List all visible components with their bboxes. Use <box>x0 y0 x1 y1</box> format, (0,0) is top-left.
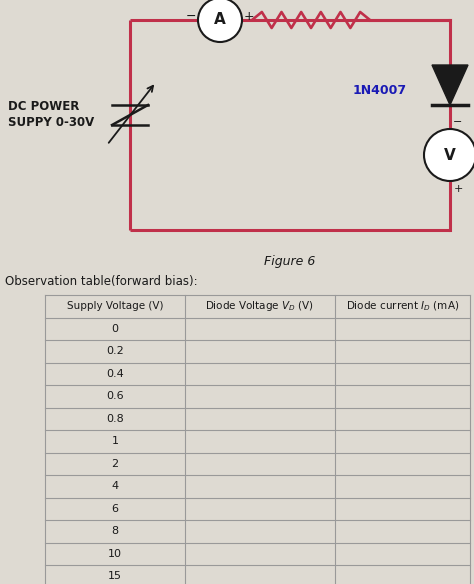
Text: 1: 1 <box>111 436 118 446</box>
Text: +: + <box>453 184 463 194</box>
Text: +: + <box>244 9 255 23</box>
Text: 8: 8 <box>111 526 118 536</box>
Text: Supply Voltage (V): Supply Voltage (V) <box>67 301 163 311</box>
Text: Observation table(forward bias):: Observation table(forward bias): <box>5 275 198 288</box>
Circle shape <box>424 129 474 181</box>
Text: A: A <box>214 12 226 27</box>
Text: 0.8: 0.8 <box>106 413 124 424</box>
Text: Diode current $I_D$ (mA): Diode current $I_D$ (mA) <box>346 300 459 313</box>
Text: −: − <box>453 117 463 127</box>
Text: DC POWER
SUPPY 0-30V: DC POWER SUPPY 0-30V <box>8 100 94 130</box>
Text: 0.6: 0.6 <box>106 391 124 401</box>
Text: 15: 15 <box>108 571 122 581</box>
Text: 4: 4 <box>111 481 118 491</box>
Text: 10: 10 <box>108 549 122 559</box>
Text: 0.4: 0.4 <box>106 369 124 379</box>
Text: 1N4007: 1N4007 <box>353 84 407 96</box>
Text: −: − <box>186 9 196 23</box>
Text: 0.2: 0.2 <box>106 346 124 356</box>
Text: V: V <box>444 148 456 162</box>
Text: Figure 6: Figure 6 <box>264 255 316 268</box>
Circle shape <box>198 0 242 42</box>
Text: 6: 6 <box>111 504 118 514</box>
Polygon shape <box>432 65 468 105</box>
Text: 0: 0 <box>111 324 118 333</box>
Text: 2: 2 <box>111 459 118 469</box>
Text: Diode Voltage $V_D$ (V): Diode Voltage $V_D$ (V) <box>205 299 315 313</box>
